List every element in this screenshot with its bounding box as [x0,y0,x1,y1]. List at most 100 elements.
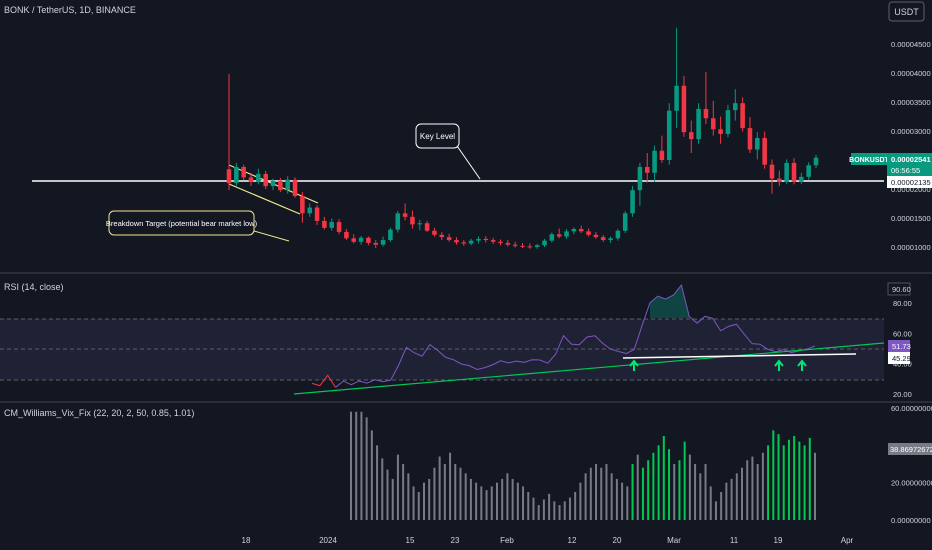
candle-body[interactable] [556,234,562,237]
key-level-price-badge: 0.00002135 [891,178,931,187]
candle-body[interactable] [666,110,672,160]
candle-body[interactable] [755,137,760,150]
candle-body[interactable] [674,85,679,111]
candle-body[interactable] [314,207,320,221]
candle-body[interactable] [593,234,599,238]
price-last-badge: 0.00002541 [891,155,931,164]
candle-body[interactable] [527,246,533,248]
candle-body[interactable] [270,180,276,187]
candle-body[interactable] [652,150,657,173]
candle-body[interactable] [571,229,577,232]
candle-body[interactable] [351,238,357,242]
candle-body[interactable] [248,177,254,183]
rsi-badge-group: 90.60 51.73 45.29 [887,282,911,364]
candle-body[interactable] [432,230,437,235]
candle-body[interactable] [417,223,423,225]
rsi-tick-label: 40.00 [893,360,912,369]
candle-body[interactable] [366,237,371,243]
candle-body[interactable] [762,137,767,165]
candle-body[interactable] [322,220,327,228]
key-level-pointer [454,142,481,180]
candle-body[interactable] [578,229,584,232]
candle-body[interactable] [402,213,408,217]
candle-body[interactable] [681,85,687,133]
candle-body[interactable] [534,245,540,247]
candle-body[interactable] [733,103,738,111]
candle-body[interactable] [380,240,386,245]
key-level-callout[interactable]: Key Level [415,123,481,180]
candle-body[interactable] [718,129,723,134]
key-level-label: Key Level [420,132,455,141]
candle-body[interactable] [454,240,459,243]
wedge-lower-line[interactable] [228,183,301,215]
candle-body[interactable] [696,108,701,140]
currency-button[interactable]: USDT [888,1,925,22]
candle-body[interactable] [586,231,591,235]
candle-body[interactable] [395,213,401,230]
candle-body[interactable] [446,237,452,241]
candle-body[interactable] [234,166,239,184]
rsi-support-line[interactable] [622,353,857,359]
candle-body[interactable] [388,229,393,241]
candle-body[interactable] [622,213,628,231]
candle-body[interactable] [747,128,753,150]
candle-body[interactable] [461,242,467,244]
candle-body[interactable] [637,166,643,191]
candle-body[interactable] [490,240,496,242]
x-tick-label: 20 [613,536,622,545]
candle-body[interactable] [813,157,819,166]
breakdown-box [108,210,255,236]
candle-body[interactable] [615,230,621,239]
candle-body[interactable] [549,234,555,241]
candle-body[interactable] [791,162,797,182]
candle-body[interactable] [564,231,569,237]
candle-body[interactable] [784,162,789,183]
candle-body[interactable] [329,222,334,228]
price-tick-label: 0.00004000 [891,69,931,78]
candle-body[interactable] [344,231,349,239]
candle-body[interactable] [256,173,261,183]
candle-body[interactable] [806,165,811,177]
candle-body[interactable] [769,164,775,179]
candle-body[interactable] [292,179,298,196]
candle-body[interactable] [468,240,474,244]
candle-body[interactable] [711,118,716,130]
candle-body[interactable] [542,240,547,246]
candle-body[interactable] [498,241,503,243]
candle-body[interactable] [278,180,283,191]
candle-body[interactable] [476,238,481,241]
candle-body[interactable] [424,223,430,231]
breakdown-callout[interactable]: Breakdown Target (potential bear market … [106,210,290,242]
candle-body[interactable] [505,242,511,245]
symbol-header: BONK / TetherUS, 1D, BINANCE [4,5,136,15]
candle-body[interactable] [630,190,635,214]
candle-body[interactable] [644,166,650,173]
candle-body[interactable] [307,207,312,214]
candle-body[interactable] [703,108,709,119]
candle-body[interactable] [725,110,731,134]
candle-body[interactable] [263,173,268,187]
candle-body[interactable] [358,237,364,242]
candle-body[interactable] [226,169,232,184]
candle-body[interactable] [241,166,246,178]
candle-body[interactable] [285,179,290,191]
candle-body[interactable] [600,237,606,241]
rsi-line[interactable] [335,284,816,388]
candle-body[interactable] [336,222,342,232]
rsi-rising-trendline[interactable] [293,342,885,395]
candle-body[interactable] [300,195,305,214]
candle-body[interactable] [659,150,665,160]
candle-body[interactable] [373,242,379,245]
candle-body[interactable] [520,245,525,247]
candle-body[interactable] [608,238,613,241]
candle-body[interactable] [512,244,518,246]
candle-body[interactable] [799,176,804,182]
candle-body[interactable] [439,234,445,238]
candle-body[interactable] [777,178,782,183]
candle-body[interactable] [688,132,694,140]
candle-body[interactable] [483,238,489,241]
candle-body[interactable] [410,216,415,225]
candle-body[interactable] [740,103,745,129]
vix-badge-group: 38.86972672 [888,443,932,455]
